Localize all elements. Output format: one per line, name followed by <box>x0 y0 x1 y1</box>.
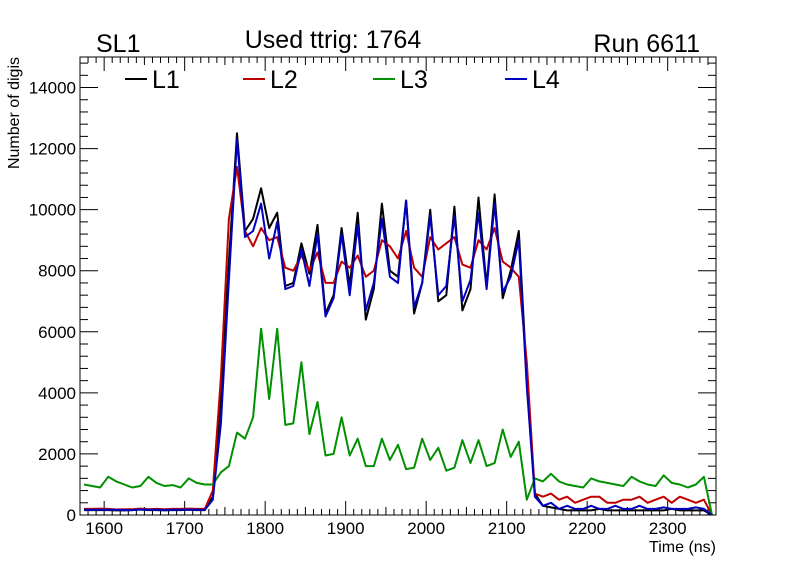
series-layer <box>83 132 713 515</box>
header-left-label: SL1 <box>96 30 140 58</box>
x-tick-label: 1900 <box>327 519 365 538</box>
legend-label-l2: L2 <box>270 66 298 94</box>
legend-label-l3: L3 <box>400 66 428 94</box>
x-tick-label: 2300 <box>649 519 687 538</box>
legend-label-l1: L1 <box>152 66 180 94</box>
y-axis-label: Number of digis <box>6 57 23 169</box>
series-line-l4 <box>84 138 713 515</box>
y-tick-label: 14000 <box>29 79 76 98</box>
y-tick-label: 8000 <box>38 262 76 281</box>
series-line-l1 <box>84 132 713 515</box>
x-tick-label: 1600 <box>85 519 123 538</box>
x-tick-label: 2200 <box>568 519 606 538</box>
legend-label-l4: L4 <box>532 66 560 94</box>
series-line-l3 <box>83 327 713 515</box>
series-line-l2 <box>84 165 713 515</box>
header-center-label: Used ttrig: 1764 <box>245 26 422 54</box>
y-tick-label: 12000 <box>29 140 76 159</box>
y-tick-label: 6000 <box>38 323 76 342</box>
plot-frame <box>79 56 717 516</box>
x-tick-label: 1700 <box>166 519 204 538</box>
y-tick-label: 4000 <box>38 384 76 403</box>
y-tick-label: 10000 <box>29 201 76 220</box>
x-tick-label: 1800 <box>246 519 284 538</box>
y-tick-label: 2000 <box>38 445 76 464</box>
legend: L1 L2 L3 L4 <box>125 66 560 94</box>
x-tick-label: 2100 <box>488 519 526 538</box>
y-tick-label: 0 <box>67 506 76 525</box>
header-right-label: Run 6611 <box>593 30 700 58</box>
x-axis-label: Time (ns) <box>649 539 716 556</box>
x-axis: 1600 1700 1800 1900 2000 2100 2200 2300 <box>79 57 717 538</box>
x-tick-label: 2000 <box>407 519 445 538</box>
